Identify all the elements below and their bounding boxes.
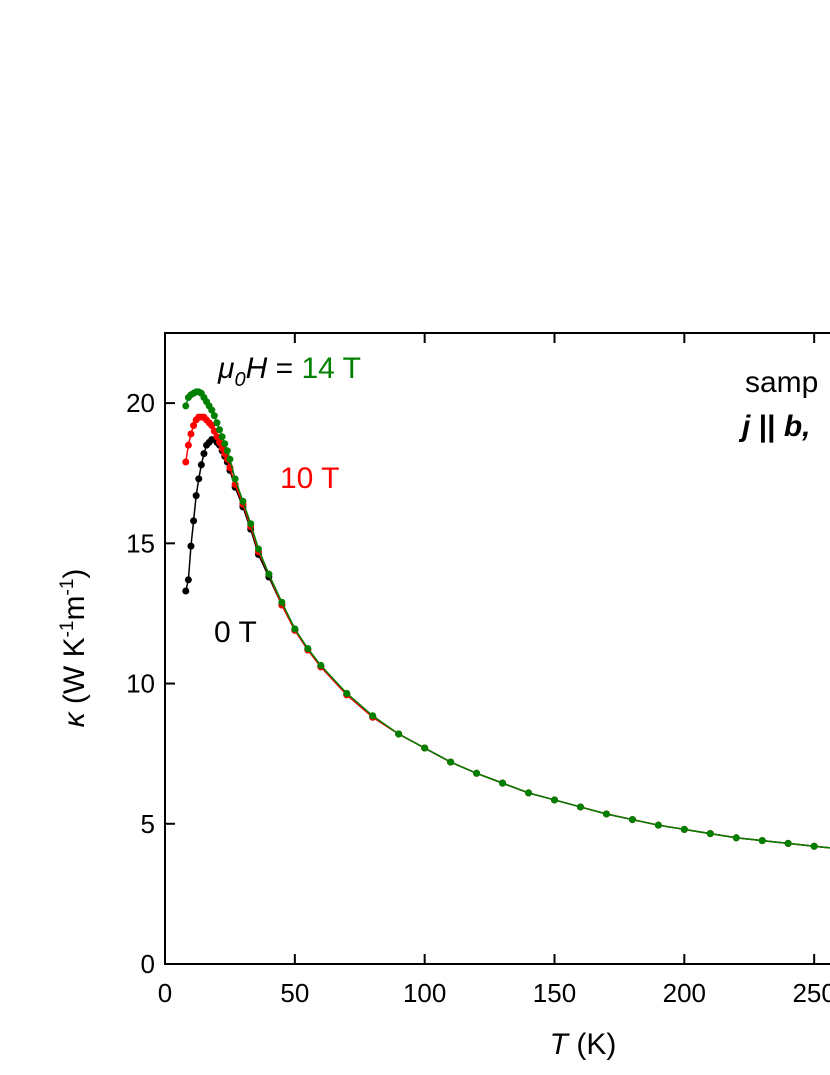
data-point [190,422,198,430]
data-point [369,712,377,720]
field-label: μ0H = 14 T [217,352,361,391]
plot-frame [164,332,830,965]
data-point [680,825,688,833]
data-point [706,830,714,838]
field-eq: = [276,352,294,385]
series-label: 10 T [280,462,340,495]
series-line [185,438,830,849]
data-point [784,839,792,847]
y-axis-label: κ (W K-1m-1) [57,569,91,728]
data-point [551,796,558,804]
x-tick-label: 100 [403,978,446,1008]
y-label-sup: -1 [57,579,78,596]
data-point [210,412,218,420]
data-point [499,779,507,787]
x-tick-label: 200 [663,978,706,1008]
data-point [208,422,216,430]
data-point [187,542,195,550]
x-tick-label: 250 [792,978,830,1008]
data-point [182,587,190,595]
data-point [525,789,533,797]
data-point [200,450,208,458]
data-point [278,598,286,606]
data-point [182,458,190,466]
field-symbol: μ [217,352,234,385]
data-point [231,475,239,483]
y-label-var: κ [58,710,91,727]
data-point [213,419,221,427]
direction-j: j [738,410,751,443]
series-label: 14 T [301,352,361,385]
y-label-unit: (W K [58,637,91,704]
data-point [291,625,299,633]
data-point [447,758,455,766]
series-line [185,391,830,849]
data-point [317,661,325,669]
data-point [184,441,192,449]
direction-label: j || b, [738,410,811,443]
data-point [247,520,255,528]
data-point [221,440,229,448]
data-point [213,433,221,441]
data-point [628,816,636,824]
data-point [254,545,262,553]
data-point [343,689,351,697]
y-tick-label: 20 [126,388,155,418]
field-sub: 0 [234,369,245,391]
data-point [473,769,481,777]
y-tick-label: 15 [126,528,155,558]
data-point [239,497,247,505]
y-label-unit: m [58,596,91,621]
direction-b: b, [784,410,811,443]
x-tick-label: 50 [280,978,309,1008]
x-tick-label: 0 [158,978,172,1008]
data-point [226,455,234,463]
data-point [187,430,195,438]
data-point [184,576,192,584]
data-point [192,492,200,500]
data-point [395,730,403,738]
data-point [602,810,610,818]
x-label-var: T [550,1028,571,1061]
data-point [216,426,224,434]
data-point [654,821,662,829]
data-point [758,837,766,845]
data-point [576,803,584,811]
x-tick-label: 150 [533,978,576,1008]
sample-label: samp [745,366,818,399]
data-point [223,447,231,455]
data-point [208,406,216,414]
data-point [810,842,818,850]
data-point [304,645,312,652]
x-axis-label: T (K) [550,1028,617,1061]
data-point [197,461,205,469]
data-point [421,744,429,752]
data-point [190,517,198,525]
data-point [218,433,226,441]
y-label-unit: ) [58,569,91,579]
field-var: H [246,352,268,385]
y-tick-label: 10 [126,669,155,699]
data-point [182,402,190,410]
data-point [265,570,273,578]
y-tick-label: 5 [141,809,155,839]
data-point [195,475,203,483]
y-tick-label: 0 [141,949,155,979]
y-label-sup: -1 [57,621,78,638]
data-point [732,834,740,842]
series-label: 0 T [214,616,257,649]
direction-par: || [759,410,776,443]
x-label-unit: (K) [576,1028,616,1061]
